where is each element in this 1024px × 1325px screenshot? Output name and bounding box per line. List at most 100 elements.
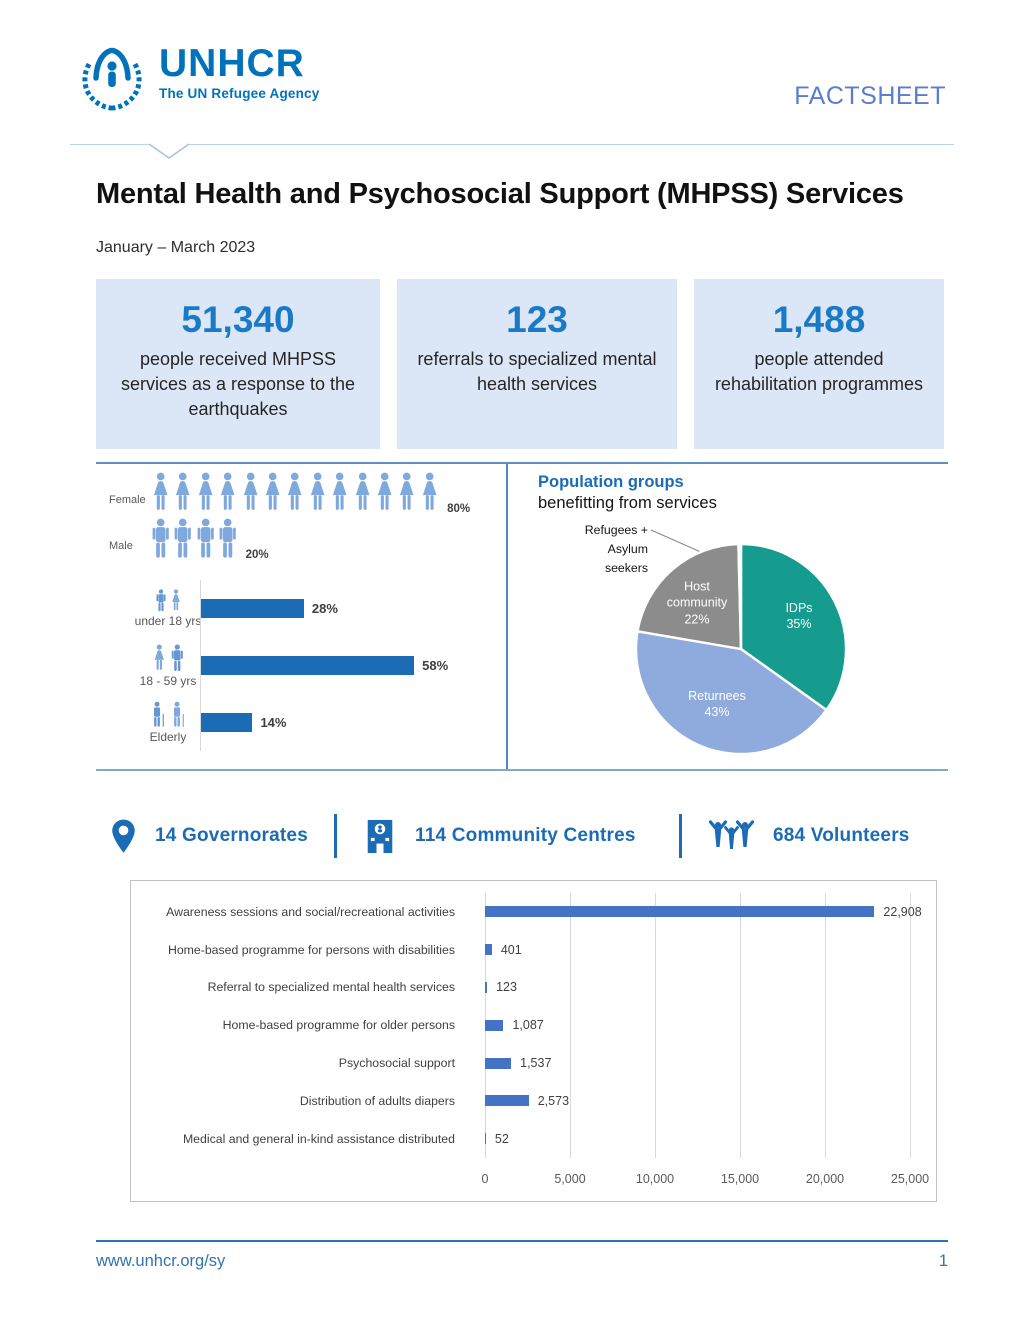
female-icon: [195, 472, 216, 518]
female-icon: [262, 472, 283, 518]
service-row: Awareness sessions and social/recreation…: [131, 893, 936, 931]
service-bar: [485, 1133, 486, 1145]
service-row: Distribution of adults diapers 2,573: [131, 1082, 936, 1120]
service-value: 22,908: [883, 904, 922, 919]
service-label: Psychosocial support: [338, 1056, 455, 1071]
x-tick-label: 25,000: [890, 1171, 930, 1186]
adults-pair-icon: [152, 643, 184, 672]
male-icon: [195, 518, 216, 564]
stat-value: 123: [506, 299, 568, 340]
service-label: Medical and general in-kind assistance d…: [182, 1131, 455, 1146]
x-tick-label: 15,000: [720, 1171, 760, 1186]
service-bar: [485, 1095, 529, 1107]
stat-label: referrals to specialized mental health s…: [417, 349, 657, 395]
service-row: Psychosocial support 1,537: [131, 1044, 936, 1082]
report-period: January – March 2023: [96, 239, 256, 256]
population-pie-chart: [634, 542, 848, 756]
pie-slice-label: Returnees 43%: [688, 688, 746, 719]
service-bar: [485, 1057, 512, 1069]
service-value: 2,573: [537, 1093, 570, 1108]
service-value: 1,087: [512, 1018, 544, 1033]
elderly-pair-icon: [150, 701, 186, 728]
gender-percentage: 20%: [245, 549, 269, 561]
male-icon: [217, 518, 238, 564]
chart-x-axis: 0 5,000 10,000 15,000 20,000 25,000: [482, 1171, 930, 1190]
gender-pictogram-chart: Female 80% Male 20%: [96, 472, 506, 564]
service-value: 1,537: [520, 1056, 552, 1071]
kpi-community-centres: 114 Community Centres: [363, 816, 679, 856]
factsheet-label: FACTSHEET: [794, 82, 946, 110]
pie-outside-label-refugees: Refugees + Asylum seekers: [584, 523, 648, 576]
age-percentage: 28%: [311, 601, 338, 616]
age-row: Elderly 14%: [96, 694, 506, 751]
pie-slice-returnees: [634, 630, 828, 756]
footer-link[interactable]: www.unhcr.org/sy: [96, 1252, 226, 1270]
chevron-down-icon: [148, 143, 190, 159]
unhcr-logo-text: UNHCR The UN Refugee Agency: [159, 40, 319, 101]
female-icon: [217, 472, 238, 518]
community-centre-icon: [367, 819, 393, 853]
kpi-label: 14 Governorates: [155, 825, 308, 846]
age-percentage: 58%: [422, 658, 449, 673]
age-row: 18 - 59 yrs 58%: [96, 637, 506, 694]
unhcr-emblem-icon: [82, 47, 142, 111]
female-icon: [329, 472, 350, 518]
gender-row: Male 20%: [96, 518, 506, 564]
female-icons: [150, 472, 441, 518]
x-tick-label: 5,000: [554, 1171, 586, 1186]
unhcr-logo: UNHCR The UN Refugee Agency: [75, 40, 319, 114]
service-value: 401: [500, 942, 522, 957]
stat-label: people attended rehabilitation programme…: [714, 349, 924, 395]
female-icon: [374, 472, 395, 518]
female-icon: [419, 472, 440, 518]
service-bar: [485, 944, 492, 956]
age-bar: [201, 599, 304, 618]
kpi-volunteers: 684 Volunteers: [708, 818, 910, 855]
population-pie-panel: Population groups benefitting from servi…: [508, 464, 948, 769]
gender-age-panel: Female 80% Male 20% under 18 yrs 28% 18 - …: [96, 464, 508, 769]
stat-value: 1,488: [772, 299, 866, 340]
service-value: 123: [496, 980, 517, 995]
age-bar: [201, 713, 253, 732]
female-icon: [150, 472, 171, 518]
female-icon: [352, 472, 373, 518]
service-bar: [485, 981, 488, 993]
service-label: Home-based programme for persons with di…: [167, 942, 455, 957]
male-icon: [150, 518, 171, 564]
age-row: under 18 yrs 28%: [96, 580, 506, 637]
x-tick-label: 10,000: [635, 1171, 675, 1186]
female-icon: [396, 472, 417, 518]
service-row: Home-based programme for older persons 1,…: [131, 1006, 936, 1044]
demographics-section: Female 80% Male 20% under 18 yrs 28% 18 - …: [96, 462, 948, 771]
age-bar: [201, 656, 415, 675]
stat-value: 51,340: [181, 299, 295, 340]
service-label: Home-based programme for older persons: [222, 1018, 455, 1033]
pie-slice-idps: [739, 542, 848, 712]
age-group-label: under 18 yrs: [134, 614, 202, 628]
service-label: Distribution of adults diapers: [299, 1093, 455, 1108]
female-icon: [284, 472, 305, 518]
gender-label: Male: [109, 540, 133, 552]
stat-boxes: 51,340 people received MHPSS services as…: [96, 279, 1024, 449]
header-divider: [70, 143, 954, 164]
pie-slice-host-community: [636, 542, 743, 651]
kpi-label: 684 Volunteers: [773, 825, 910, 846]
service-bar: [485, 906, 875, 918]
location-pin-icon: [112, 819, 135, 853]
kpi-label: 114 Community Centres: [415, 825, 636, 846]
service-label: Awareness sessions and social/recreation…: [166, 904, 455, 919]
pie-slice-label: Host community 22%: [666, 579, 728, 627]
kpi-governorates: 14 Governorates: [110, 818, 334, 855]
pie-title: Population groups benefitting from servi…: [538, 472, 948, 515]
stat-box-mhpss-services: 51,340 people received MHPSS services as…: [96, 279, 380, 449]
unhcr-wordmark: UNHCR: [159, 42, 305, 85]
service-bar: [485, 1019, 504, 1031]
kpi-divider: [334, 814, 337, 858]
stat-box-rehabilitation: 1,488 people attended rehabilitation pro…: [694, 279, 944, 449]
page-number: 1: [938, 1252, 948, 1270]
pie-slice-label: IDPs 35%: [785, 600, 813, 631]
age-percentage: 14%: [260, 715, 287, 730]
male-icons: [150, 518, 240, 564]
chart-rows: Awareness sessions and social/recreation…: [131, 893, 936, 1158]
stat-box-referrals: 123 referrals to specialized mental heal…: [397, 279, 677, 449]
